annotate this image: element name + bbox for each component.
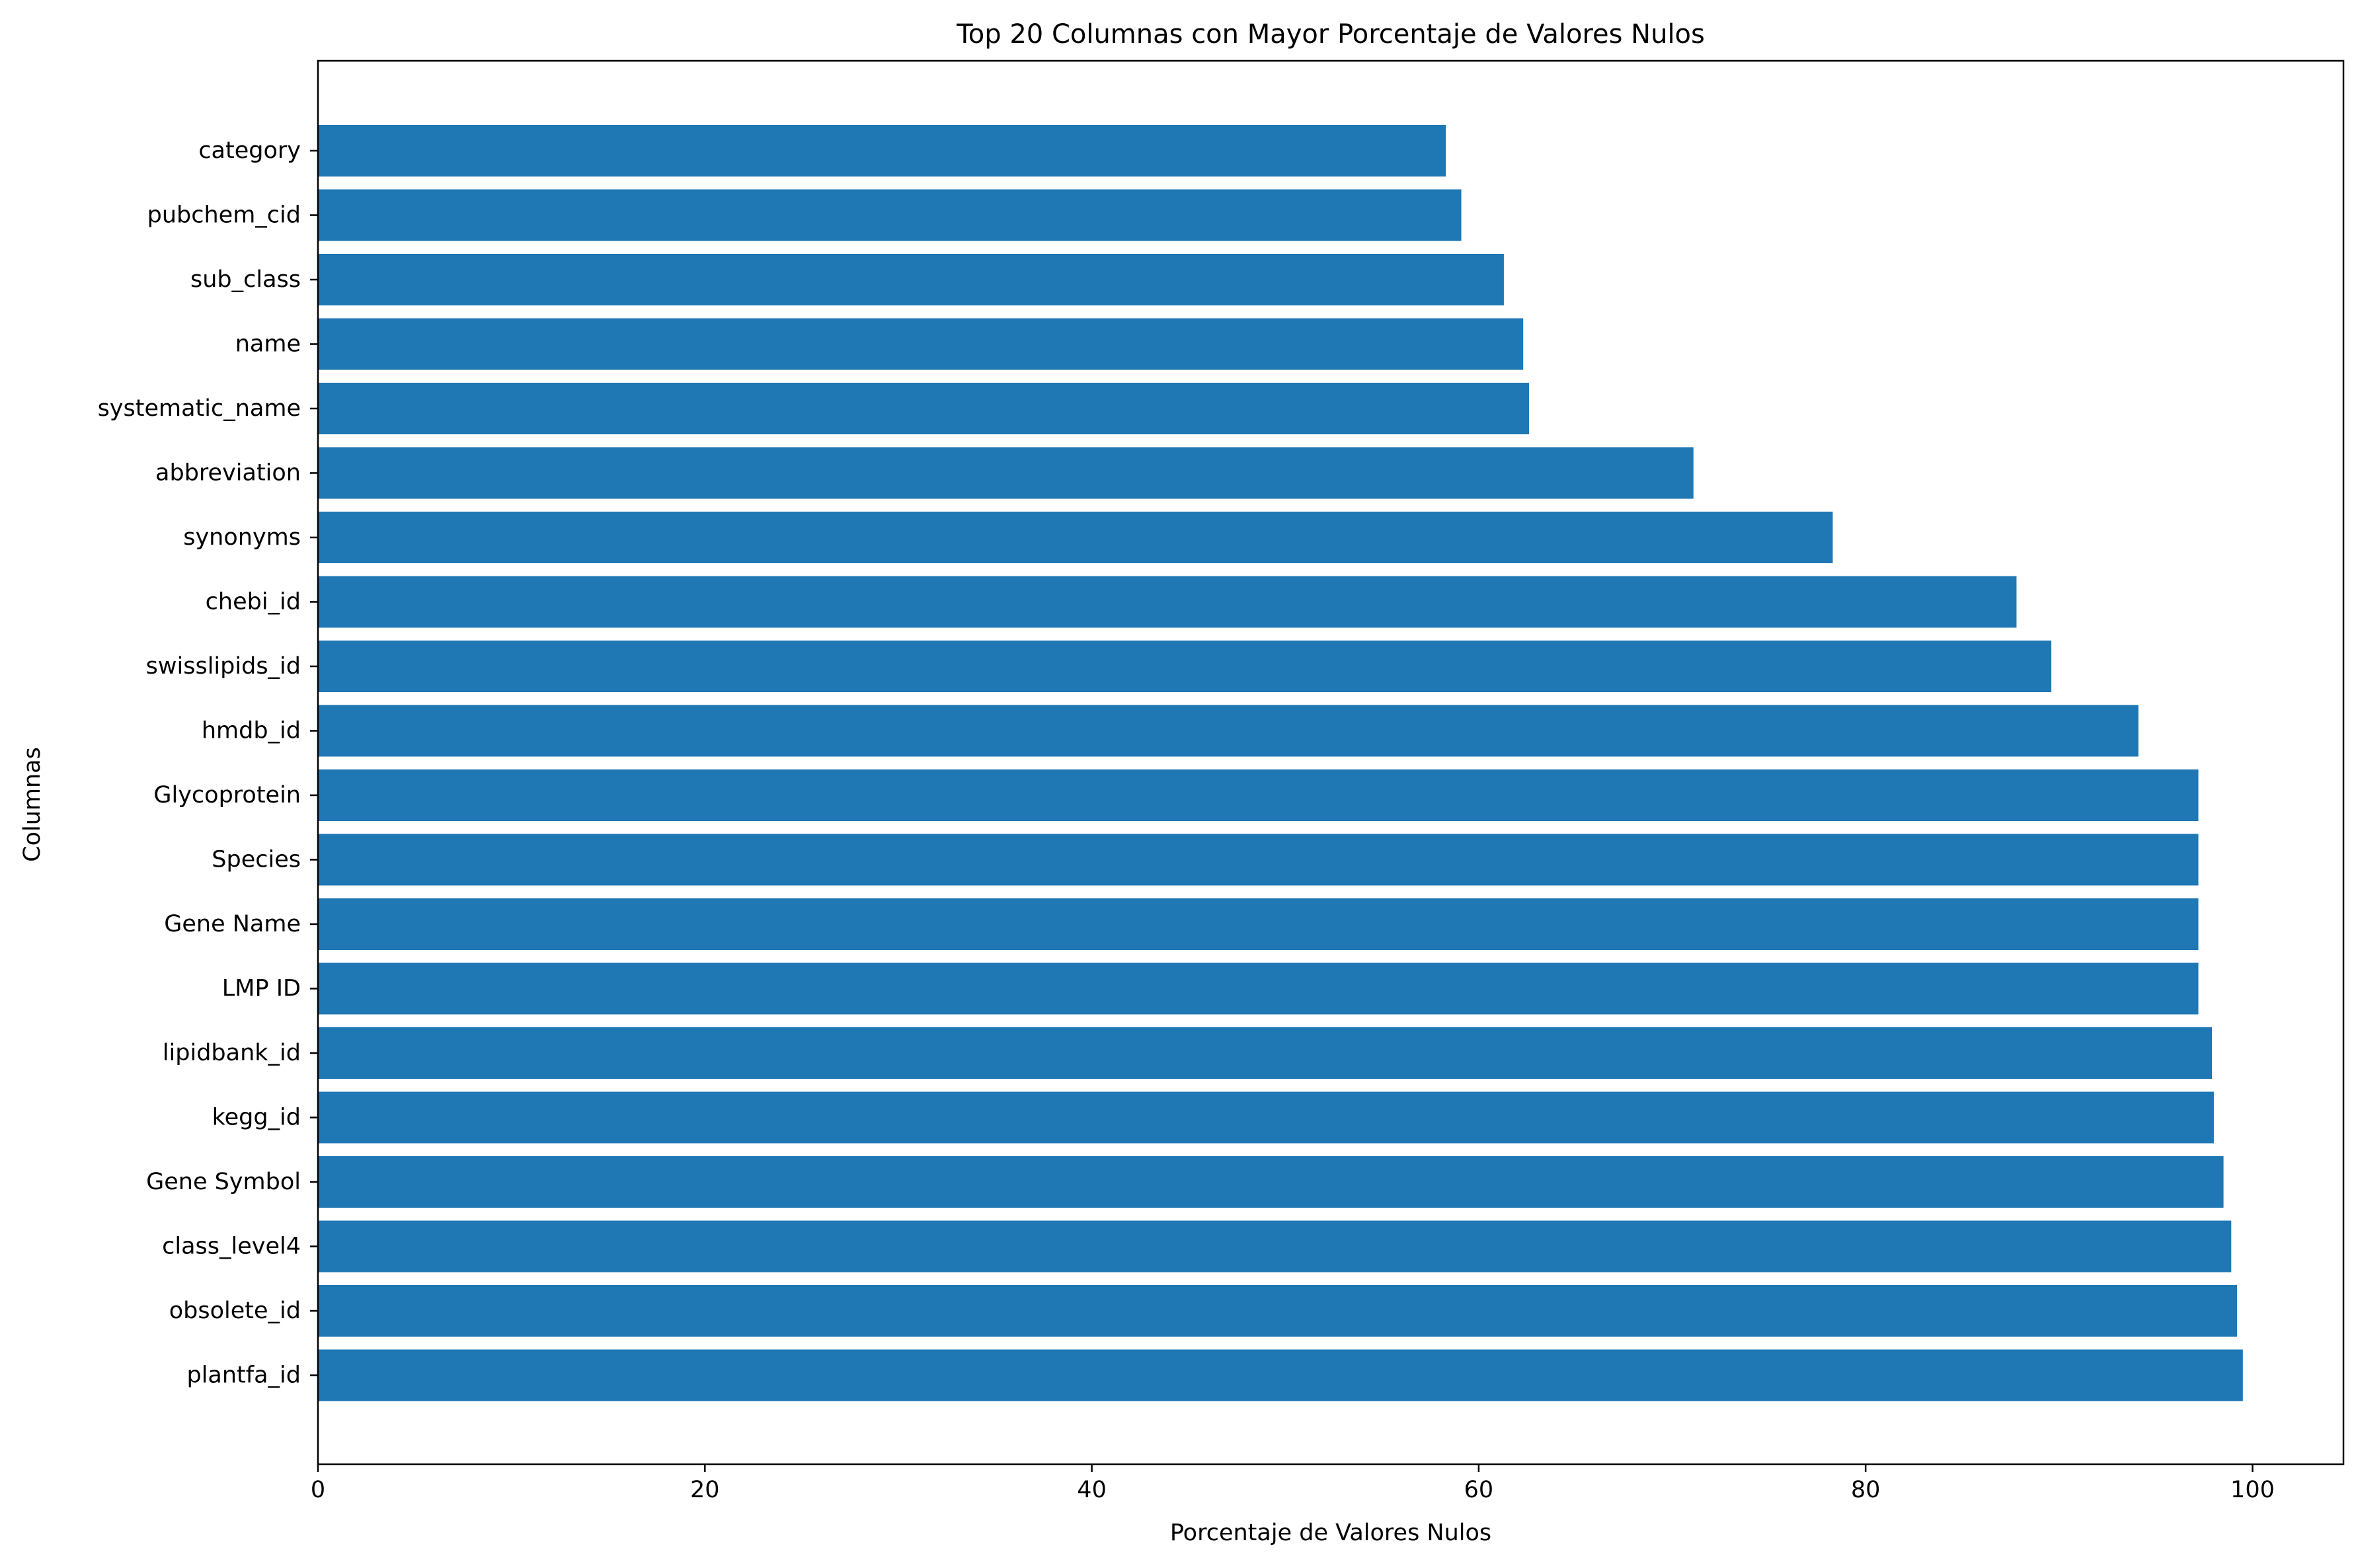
x-tick-label: 80 xyxy=(1851,1477,1881,1503)
bar-lipidbank-id xyxy=(318,1027,2213,1079)
y-tick-label: LMP ID xyxy=(222,976,301,1002)
bar-glycoprotein xyxy=(318,769,2199,821)
bar-hmdb-id xyxy=(318,705,2139,757)
y-tick-label: swisslipids_id xyxy=(146,653,301,680)
bar-abbreviation xyxy=(318,447,1694,499)
y-tick-label: plantfa_id xyxy=(186,1362,301,1389)
y-tick-label: kegg_id xyxy=(212,1105,301,1131)
bar-gene-symbol xyxy=(318,1156,2224,1208)
bar-name xyxy=(318,318,1524,370)
y-tick-label: obsolete_id xyxy=(169,1298,301,1324)
chart-title: Top 20 Columnas con Mayor Porcentaje de … xyxy=(956,19,1705,50)
y-tick-label: pubchem_cid xyxy=(147,202,301,229)
x-tick-label: 0 xyxy=(311,1477,325,1503)
bar-category xyxy=(318,125,1446,176)
y-tick-label: lipidbank_id xyxy=(163,1040,301,1066)
y-tick-label: synonyms xyxy=(183,524,301,551)
x-axis-ticks: 0 20 40 60 80 100 xyxy=(311,1464,2275,1503)
bar-systematic-name xyxy=(318,383,1529,434)
x-tick-label: 40 xyxy=(1077,1477,1107,1503)
bar-kegg-id xyxy=(318,1091,2214,1144)
bars-group xyxy=(318,125,2243,1401)
y-tick-label: category xyxy=(198,137,301,164)
bar-species xyxy=(318,834,2199,886)
y-axis-label: Columnas xyxy=(19,747,46,862)
y-tick-label: systematic_name xyxy=(98,395,301,422)
bar-plantfa-id xyxy=(318,1349,2243,1401)
y-tick-label: hmdb_id xyxy=(202,718,301,744)
bar-synonyms xyxy=(318,512,1833,563)
y-tick-label: abbreviation xyxy=(155,460,301,487)
y-tick-label: class_level4 xyxy=(162,1234,301,1260)
bar-gene-name xyxy=(318,898,2199,950)
bar-pubchem-cid xyxy=(318,189,1462,241)
y-tick-label: Gene Name xyxy=(164,911,301,937)
x-tick-label: 60 xyxy=(1464,1477,1494,1503)
y-tick-label: Glycoprotein xyxy=(153,782,301,808)
bar-sub-class xyxy=(318,254,1504,305)
y-tick-label: name xyxy=(235,331,301,358)
y-tick-label: chebi_id xyxy=(206,589,301,615)
x-tick-label: 20 xyxy=(690,1477,720,1503)
x-axis-label: Porcentaje de Valores Nulos xyxy=(1170,1520,1491,1546)
bar-class-level4 xyxy=(318,1220,2232,1273)
bar-obsolete-id xyxy=(318,1285,2238,1337)
y-tick-label: Species xyxy=(212,847,301,873)
y-tick-label: sub_class xyxy=(190,266,301,293)
y-tick-label: Gene Symbol xyxy=(146,1169,301,1195)
plot-frame xyxy=(317,59,2345,1466)
x-tick-label: 100 xyxy=(2230,1477,2275,1503)
bar-chebi-id xyxy=(318,576,2017,628)
bar-lmp-id xyxy=(318,962,2199,1015)
bar-swisslipids-id xyxy=(318,641,2052,692)
